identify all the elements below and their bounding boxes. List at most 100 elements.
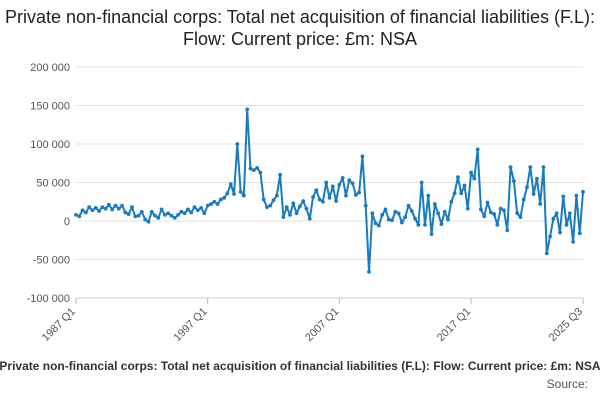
data-point bbox=[554, 211, 559, 216]
data-point bbox=[465, 206, 470, 211]
data-point bbox=[370, 211, 375, 216]
data-point bbox=[502, 208, 506, 213]
data-point bbox=[363, 203, 368, 208]
data-point bbox=[133, 214, 138, 219]
x-tick-label: 2007 Q1 bbox=[303, 306, 341, 344]
data-point bbox=[301, 199, 306, 203]
data-point bbox=[419, 180, 424, 185]
data-point bbox=[172, 216, 177, 220]
data-point bbox=[558, 230, 562, 235]
data-point bbox=[80, 208, 85, 213]
data-point bbox=[120, 203, 124, 208]
data-point bbox=[511, 179, 516, 183]
series-line bbox=[75, 108, 584, 273]
data-point bbox=[182, 211, 187, 216]
data-point bbox=[93, 206, 98, 210]
data-point bbox=[479, 207, 483, 212]
data-point bbox=[255, 165, 259, 170]
data-point bbox=[327, 196, 332, 200]
data-point bbox=[248, 166, 253, 171]
data-point bbox=[383, 207, 388, 212]
data-point bbox=[324, 180, 329, 185]
data-point bbox=[153, 213, 157, 218]
data-point bbox=[498, 206, 503, 211]
data-point bbox=[130, 205, 134, 210]
data-point bbox=[265, 205, 269, 210]
data-point bbox=[238, 189, 243, 194]
axes: 200 000 150 000 100 000 50 000 0 -50 000 -100 … bbox=[27, 62, 586, 344]
data-point bbox=[116, 206, 121, 211]
data-point bbox=[581, 189, 585, 194]
data-point bbox=[162, 212, 167, 217]
data-point bbox=[297, 204, 302, 209]
data-point bbox=[195, 208, 200, 213]
data-point bbox=[294, 211, 299, 216]
data-point bbox=[360, 154, 365, 159]
data-point bbox=[209, 202, 213, 206]
data-point bbox=[291, 201, 296, 206]
data-point bbox=[212, 199, 217, 204]
data-point bbox=[166, 211, 171, 216]
data-point bbox=[215, 202, 220, 206]
data-point bbox=[281, 215, 286, 220]
data-point bbox=[97, 209, 101, 213]
data-point bbox=[357, 190, 362, 195]
data-point bbox=[508, 165, 513, 170]
data-point bbox=[146, 219, 151, 224]
data-point bbox=[551, 216, 556, 221]
data-point bbox=[242, 193, 246, 198]
data-point bbox=[90, 208, 95, 213]
data-point bbox=[304, 206, 309, 211]
data-point bbox=[462, 183, 467, 188]
data-point bbox=[488, 210, 493, 215]
data-point bbox=[143, 217, 148, 222]
data-point bbox=[531, 192, 536, 196]
data-point bbox=[452, 191, 457, 196]
gridlines bbox=[76, 66, 583, 299]
data-point bbox=[179, 209, 184, 214]
data-point bbox=[350, 181, 355, 186]
data-point bbox=[330, 184, 335, 189]
data-point bbox=[469, 170, 473, 175]
source-label: Source: bbox=[547, 377, 588, 391]
data-series bbox=[74, 107, 585, 274]
data-point bbox=[515, 211, 520, 216]
data-point bbox=[525, 185, 529, 190]
data-point bbox=[544, 251, 549, 256]
data-point bbox=[77, 214, 82, 219]
x-tick-label: 1997 Q1 bbox=[171, 306, 209, 344]
data-point bbox=[245, 107, 250, 112]
data-point bbox=[317, 197, 322, 202]
data-point bbox=[439, 222, 444, 226]
data-point bbox=[492, 212, 497, 216]
data-point bbox=[429, 232, 434, 236]
data-point bbox=[268, 203, 273, 208]
data-point bbox=[218, 197, 223, 202]
data-point bbox=[380, 212, 385, 217]
data-point bbox=[288, 212, 292, 217]
data-point bbox=[577, 231, 582, 236]
data-point bbox=[423, 222, 427, 227]
y-tick-label: 200 000 bbox=[30, 62, 70, 74]
data-point bbox=[475, 147, 480, 152]
data-point bbox=[337, 182, 342, 187]
data-point bbox=[432, 202, 437, 206]
data-point bbox=[103, 206, 108, 211]
x-tick-label: 2017 Q1 bbox=[435, 306, 473, 344]
data-point bbox=[456, 175, 460, 180]
data-point bbox=[126, 212, 131, 216]
data-point bbox=[113, 203, 118, 208]
data-point bbox=[393, 209, 398, 214]
data-point bbox=[311, 195, 315, 200]
data-point bbox=[87, 205, 92, 210]
data-point bbox=[541, 165, 546, 170]
data-point bbox=[535, 176, 539, 181]
y-tick-label: -50 000 bbox=[33, 255, 70, 267]
data-point bbox=[189, 210, 194, 215]
data-point bbox=[235, 142, 240, 146]
data-point bbox=[409, 209, 414, 213]
data-point bbox=[548, 234, 552, 239]
data-point bbox=[258, 170, 263, 175]
data-point bbox=[136, 213, 141, 218]
data-point bbox=[202, 211, 207, 216]
